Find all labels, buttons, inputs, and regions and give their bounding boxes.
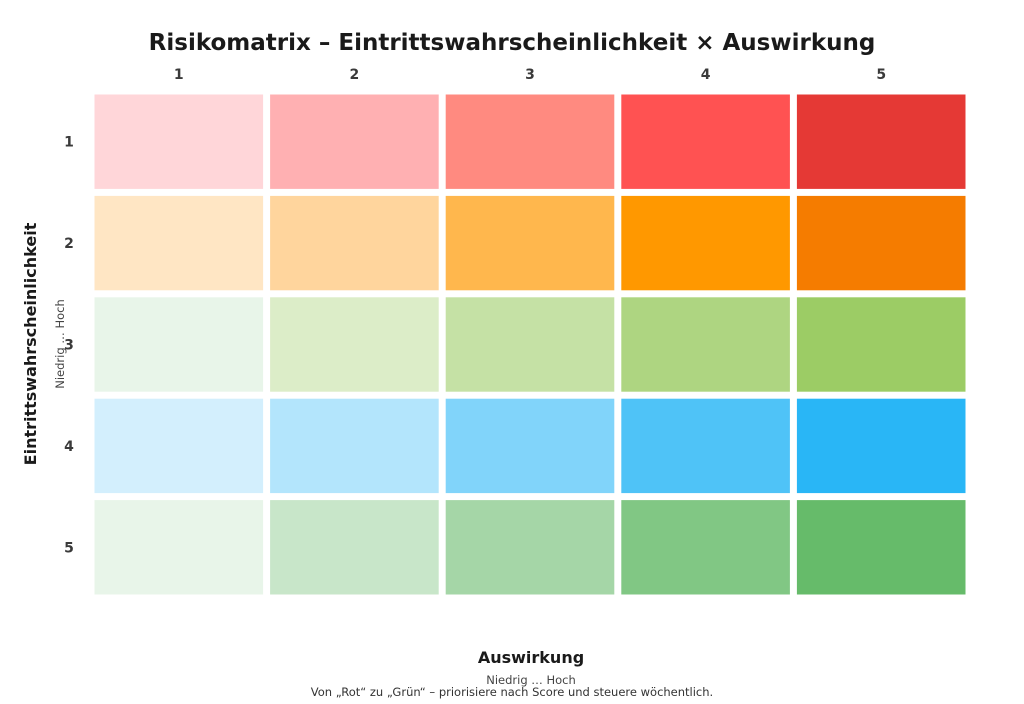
matrix-cell-4-4 xyxy=(621,398,790,494)
matrix-cell-2-4 xyxy=(621,195,790,291)
matrix-cell-1-2 xyxy=(270,94,439,189)
matrix-cell-3-1 xyxy=(94,297,264,392)
matrix-cell-2-1 xyxy=(94,195,264,291)
y-tick-label: 4 xyxy=(64,439,74,455)
matrix-cell-1-4 xyxy=(621,94,790,189)
chart-title: Risikomatrix – Eintrittswahrscheinlichke… xyxy=(148,30,876,56)
footnote: Von „Rot“ zu „Grün“ – priorisiere nach S… xyxy=(311,685,713,699)
matrix-cell-5-3 xyxy=(445,500,615,595)
matrix-cell-5-4 xyxy=(621,500,790,595)
y-tick-label: 1 xyxy=(64,135,74,151)
y-axis-title: Eintrittswahrscheinlichkeit xyxy=(21,222,40,465)
matrix-cell-3-5 xyxy=(796,297,966,392)
matrix-cell-4-2 xyxy=(270,398,439,494)
x-tick-label: 5 xyxy=(876,67,886,83)
matrix-cell-5-2 xyxy=(270,500,439,595)
y-tick-label: 2 xyxy=(64,236,74,252)
x-tick-label: 2 xyxy=(350,67,360,83)
y-tick-label: 3 xyxy=(64,338,74,354)
matrix-cell-4-1 xyxy=(94,398,264,494)
matrix-cell-2-3 xyxy=(445,195,615,291)
matrix-cell-2-5 xyxy=(796,195,966,291)
matrix-cell-4-5 xyxy=(796,398,966,494)
x-tick-label: 4 xyxy=(701,67,711,83)
matrix-cell-3-2 xyxy=(270,297,439,392)
x-axis-subtitle: Niedrig … Hoch xyxy=(486,673,576,687)
matrix-cell-3-4 xyxy=(621,297,790,392)
matrix-cell-1-5 xyxy=(796,94,966,189)
matrix-cell-3-3 xyxy=(445,297,615,392)
y-axis-subtitle: Niedrig … Hoch xyxy=(53,299,67,389)
x-tick-label: 3 xyxy=(525,67,535,83)
cells-layer xyxy=(94,94,966,595)
matrix-cell-2-2 xyxy=(270,195,439,291)
matrix-cell-5-1 xyxy=(94,500,264,595)
x-tick-label: 1 xyxy=(174,67,184,83)
matrix-cell-4-3 xyxy=(445,398,615,494)
y-ticks-layer: 1 2 3 4 5 xyxy=(64,135,74,557)
x-axis-title: Auswirkung xyxy=(478,648,584,667)
matrix-cell-1-1 xyxy=(94,94,264,189)
x-ticks-layer: 1 2 3 4 5 xyxy=(174,67,886,83)
matrix-cell-5-5 xyxy=(796,500,966,595)
matrix-cell-1-3 xyxy=(445,94,615,189)
y-tick-label: 5 xyxy=(64,540,74,556)
